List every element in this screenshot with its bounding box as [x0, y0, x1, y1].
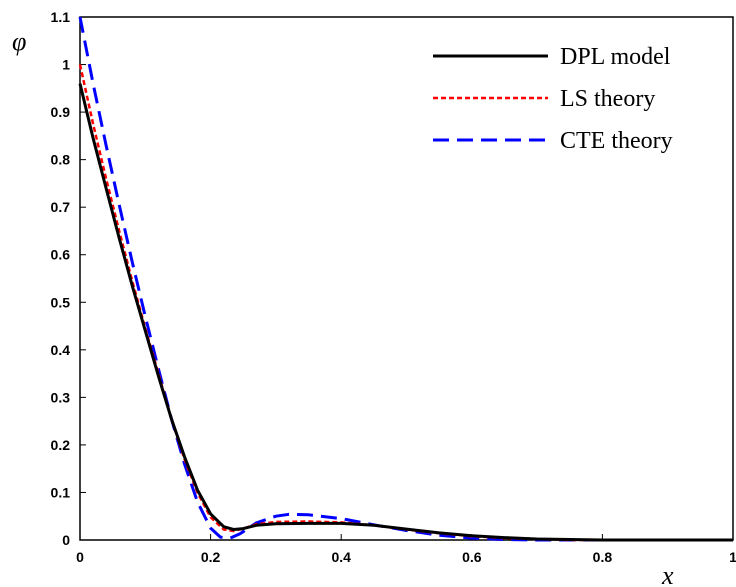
legend-label: DPL model [560, 44, 671, 70]
y-axis-label: φ [12, 27, 26, 56]
y-tick-label: 1.1 [51, 9, 71, 25]
legend: DPL model LS theory CTE theory [433, 44, 673, 154]
legend-label: LS theory [560, 86, 655, 112]
x-tick-label: 0.4 [331, 549, 351, 565]
x-tick-label: 0.6 [462, 549, 482, 565]
y-tick-label: 0.3 [51, 389, 71, 405]
x-tick-label: 1 [729, 549, 736, 565]
series-line-cte-theory [78, 16, 733, 542]
y-tick-label: 0.9 [51, 104, 71, 120]
y-tick-label: 0.2 [51, 437, 71, 453]
x-tick-label: 0 [76, 549, 84, 565]
y-tick-label: 0.7 [51, 199, 71, 215]
y-tick-label: 0.8 [51, 152, 71, 168]
plot-frame [79, 16, 734, 541]
y-tick-label: 0 [62, 532, 70, 548]
series-layer [78, 16, 733, 542]
y-tick-label: 1 [62, 57, 70, 73]
series-line-dpl-model [78, 83, 733, 542]
x-axis-label: x [661, 561, 674, 587]
x-tick-label: 0.2 [201, 549, 221, 565]
y-tick-label: 0.4 [51, 342, 71, 358]
y-axis-ticks: 0 0.1 0.2 0.3 0.4 0.5 0.6 0.7 0.8 0.9 1 1.1 [51, 9, 86, 548]
x-tick-label: 0.8 [593, 549, 613, 565]
y-tick-label: 0.1 [51, 484, 71, 500]
legend-label: CTE theory [560, 128, 673, 154]
y-tick-label: 0.5 [51, 294, 71, 310]
y-tick-label: 0.6 [51, 247, 71, 263]
